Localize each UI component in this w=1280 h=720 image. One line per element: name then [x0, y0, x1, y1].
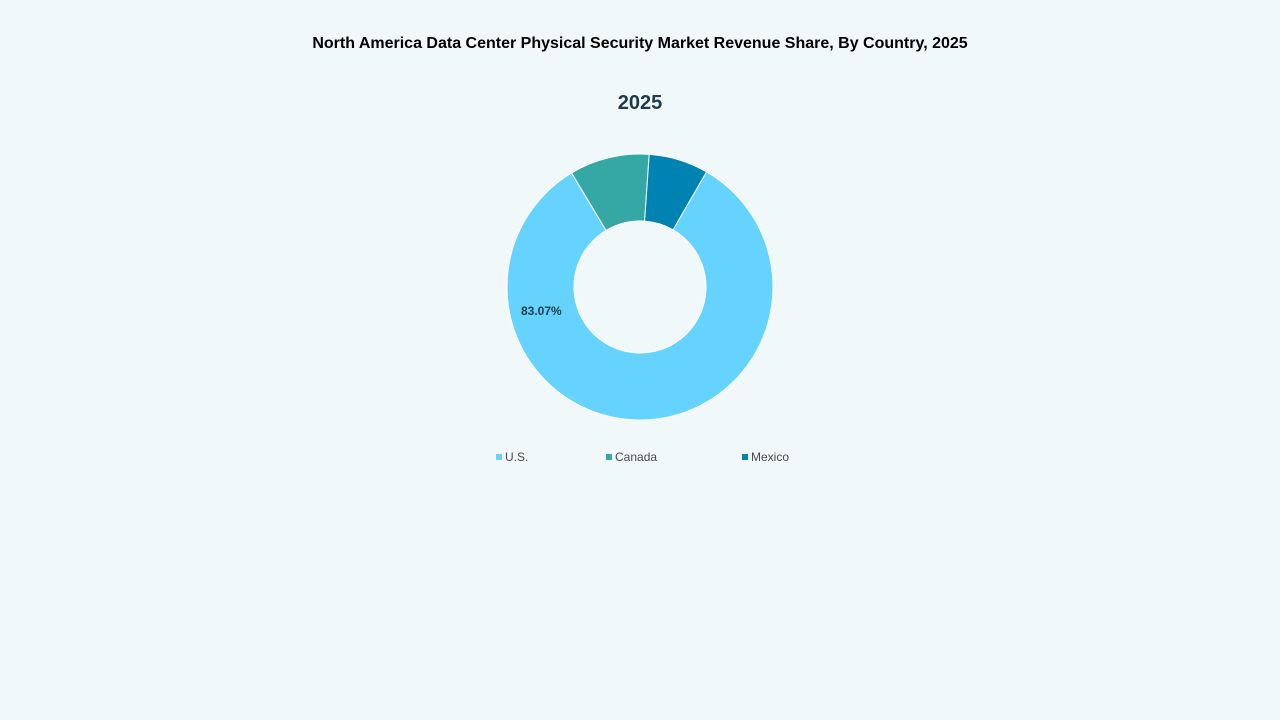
- chart-title: North America Data Center Physical Secur…: [312, 35, 968, 52]
- legend-label-canada: Canada: [615, 450, 658, 464]
- chart-subtitle: 2025: [617, 92, 663, 114]
- legend-label-mexico: Mexico: [751, 450, 790, 464]
- legend-item-u-s: U.S.: [496, 450, 528, 464]
- legend-item-mexico: Mexico: [742, 450, 789, 464]
- legend-item-canada: Canada: [606, 450, 657, 464]
- chart-legend: U.S. Canada Mexico: [496, 450, 816, 466]
- legend-swatch-canada: [606, 454, 612, 460]
- donut-chart: 83.07%: [506, 153, 774, 421]
- slice-mexico: [644, 153, 708, 231]
- slice-u-s: [506, 171, 774, 421]
- data-label-u-s: 83.07%: [521, 304, 562, 318]
- legend-label-u-s: U.S.: [505, 450, 529, 464]
- legend-swatch-mexico: [742, 454, 748, 460]
- legend-swatch-u-s: [496, 454, 502, 460]
